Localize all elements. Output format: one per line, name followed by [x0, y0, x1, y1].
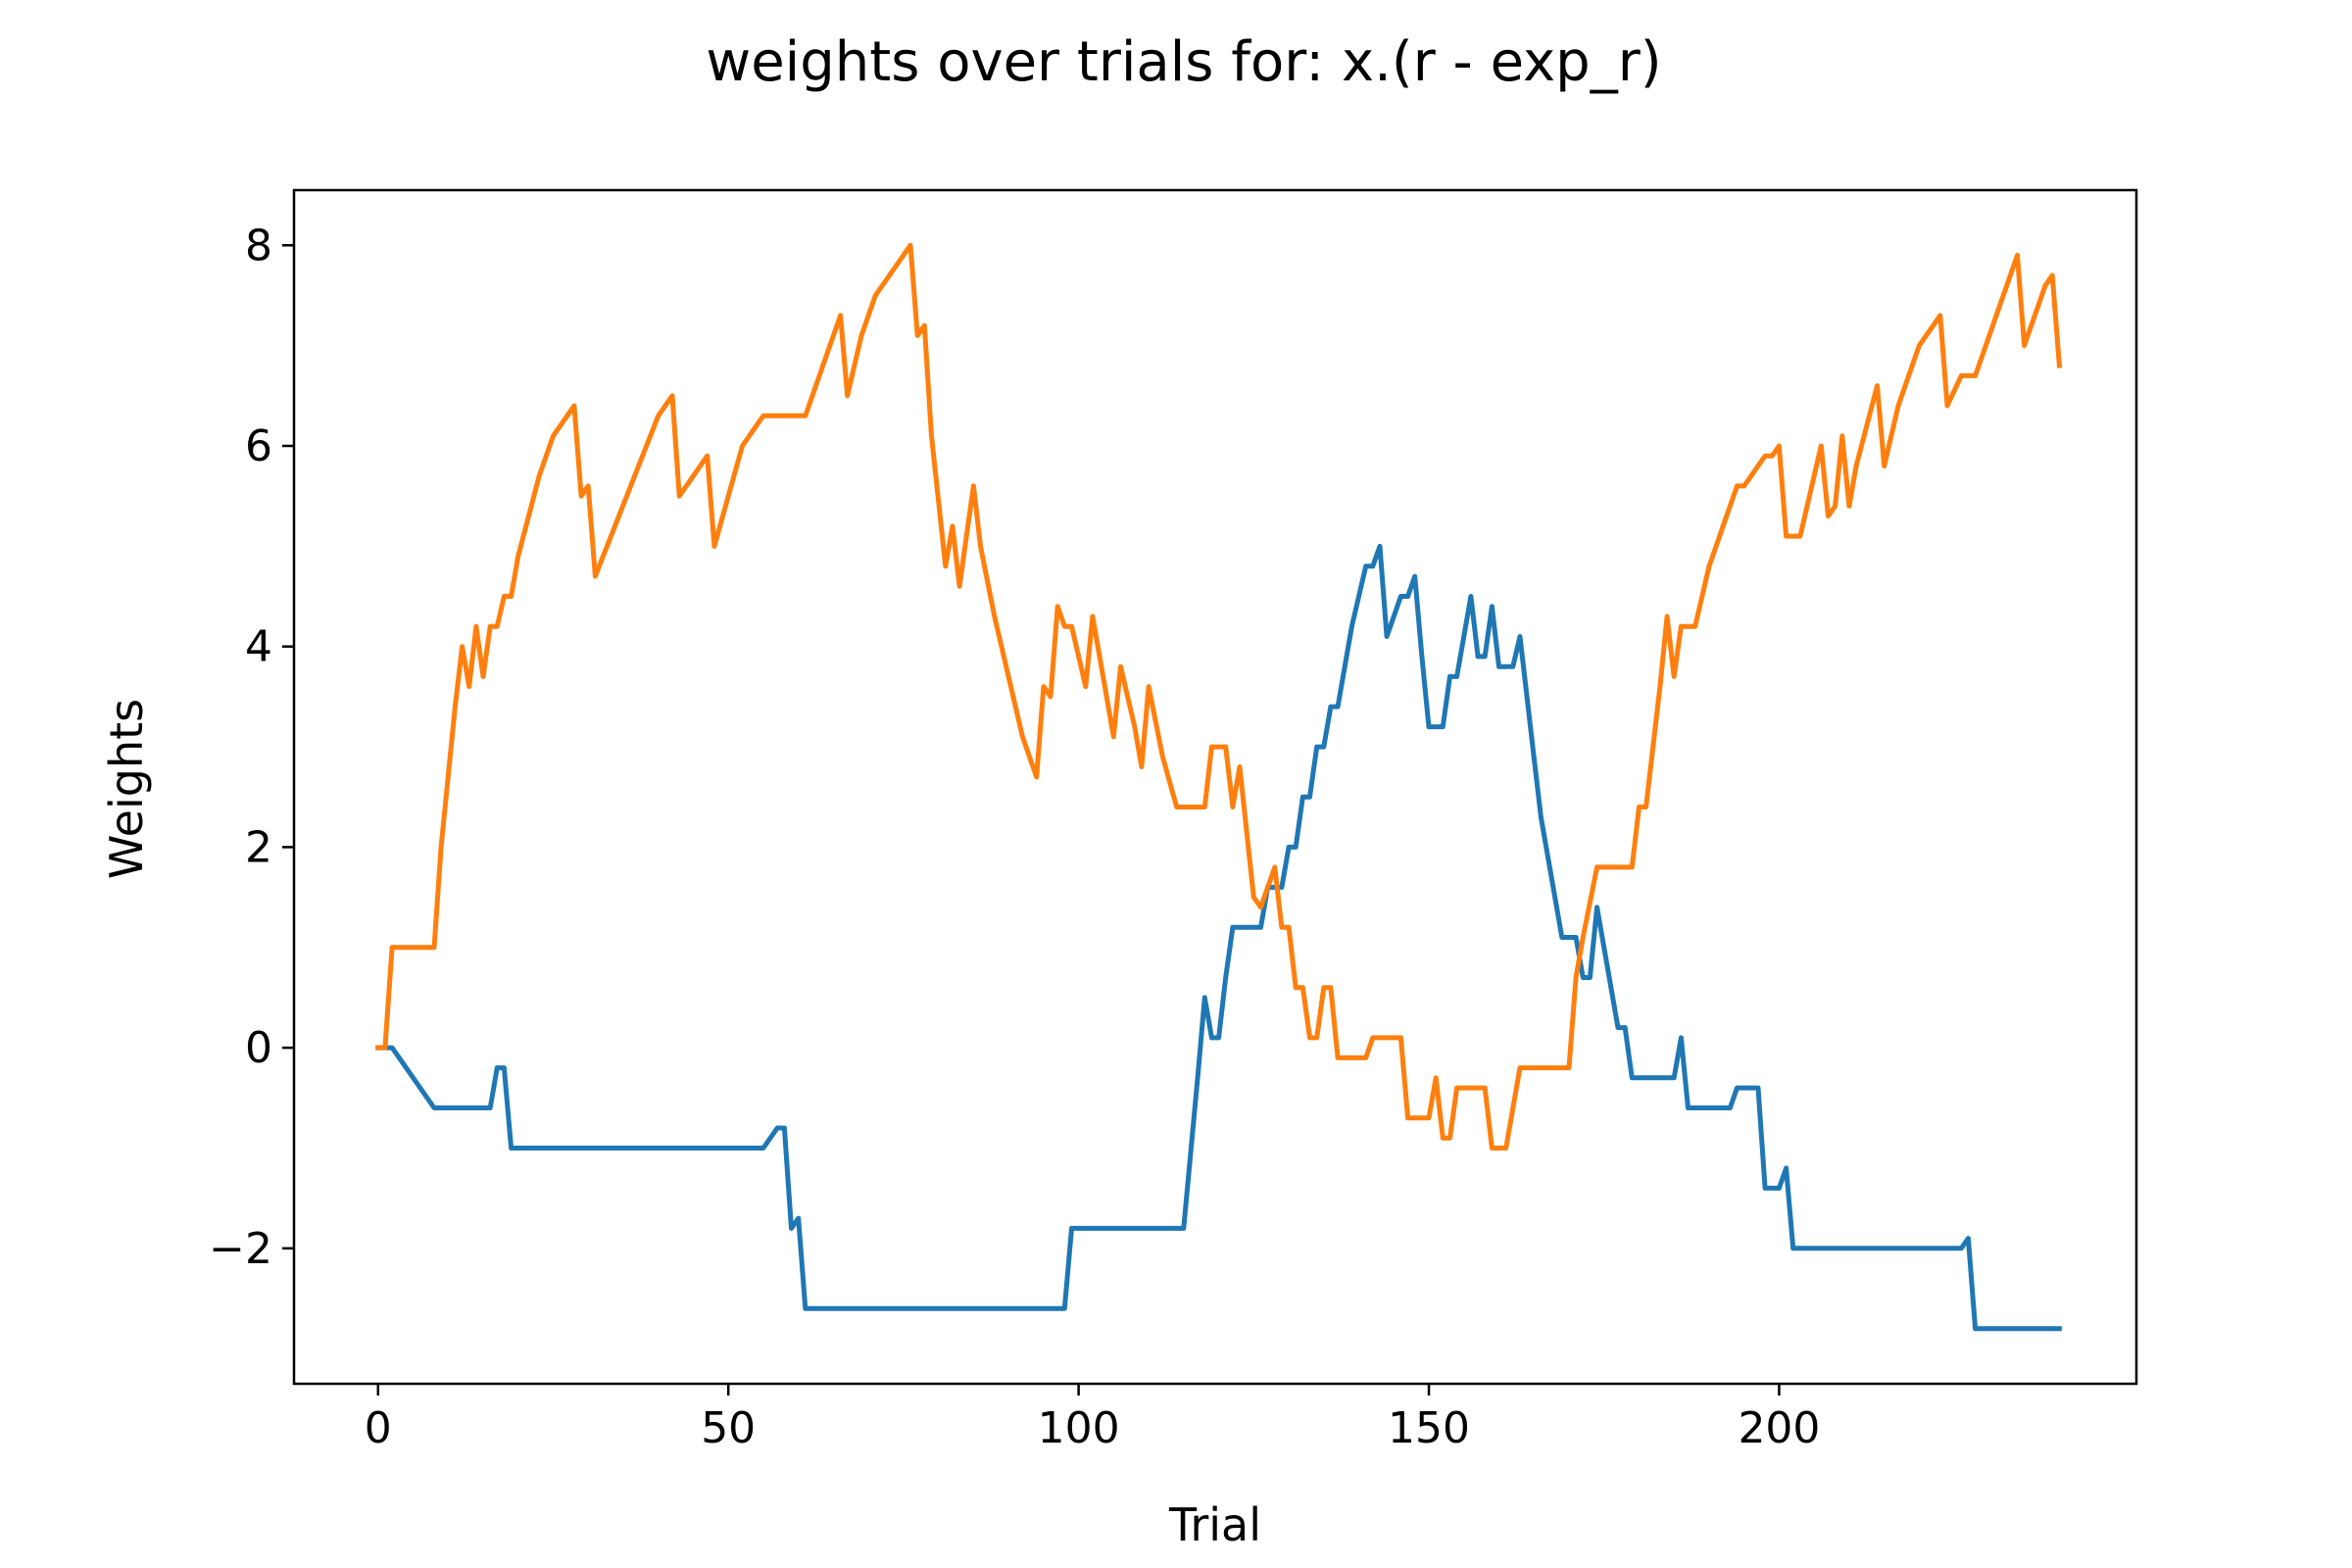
plot-frame [292, 188, 2138, 1386]
y-axis-label: Weights [100, 699, 153, 879]
series-line-2 [375, 242, 2063, 1151]
x-axis-ticks: 0 50 100 150 200 [365, 1384, 1820, 1453]
y-tick-label: −2 [209, 1224, 272, 1274]
x-axis-label: Trial [1168, 1498, 1261, 1551]
y-tick-label: 6 [245, 421, 272, 471]
x-tick-label: 150 [1388, 1403, 1470, 1453]
series-layer [375, 242, 2063, 1332]
series-line-1 [375, 543, 2062, 1332]
y-tick-label: 2 [245, 822, 272, 872]
x-tick-label: 50 [701, 1403, 756, 1453]
x-tick-label: 0 [365, 1403, 392, 1453]
x-tick-label: 100 [1038, 1403, 1120, 1453]
y-tick-label: 8 [245, 220, 272, 270]
x-tick-label: 200 [1738, 1403, 1820, 1453]
chart-title: weights over trials for: x.(r - exp_r) [706, 30, 1661, 94]
y-axis-ticks: −2 0 2 4 6 8 [209, 220, 294, 1274]
y-tick-label: 0 [245, 1023, 272, 1073]
y-tick-label: 4 [245, 622, 272, 672]
